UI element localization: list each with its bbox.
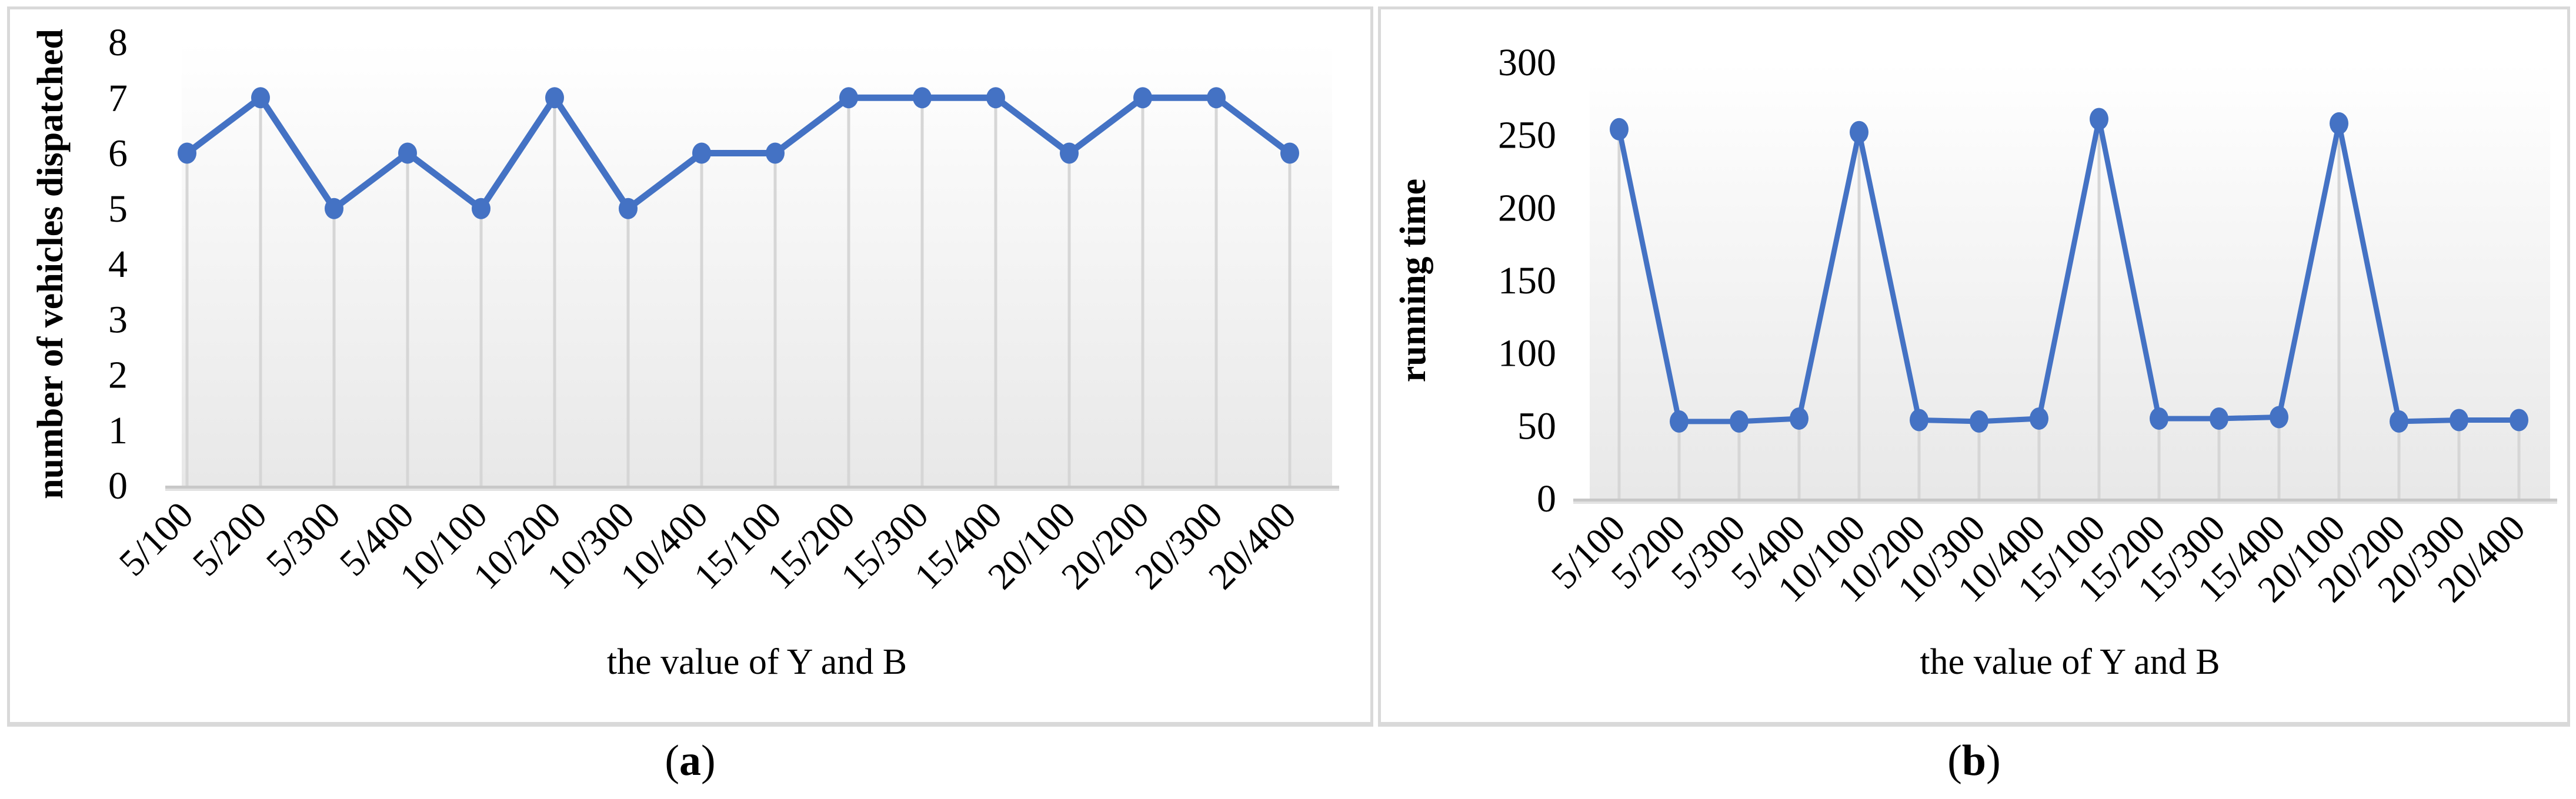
data-point-marker	[1730, 410, 1749, 433]
data-point-marker	[1280, 142, 1299, 164]
x-axis-title: the value of Y and B	[1920, 642, 2220, 682]
data-point-marker	[1790, 407, 1808, 430]
data-series-line	[185, 94, 1292, 212]
data-point-marker	[839, 87, 858, 109]
data-series-line	[1616, 116, 2519, 424]
markers-group	[1610, 108, 2528, 433]
y-tick-label: 7	[108, 76, 128, 119]
x-axis-line-shadow	[165, 489, 1339, 491]
data-point-marker	[2270, 406, 2288, 429]
data-point-marker	[766, 142, 785, 164]
x-tick-label: 5/200	[185, 494, 275, 584]
data-point-marker	[1133, 87, 1152, 109]
running-time-chart: 0 50 100 150 200 250 300 running time 5/1005/200…	[1393, 41, 2557, 682]
data-point-marker	[692, 142, 711, 164]
y-axis-title: number of vehicles dispatched	[31, 29, 71, 499]
panel-a: 0 1 2 3 4 5 6 7 8 number of vehicles dispatched 5/…	[7, 6, 1373, 727]
y-tick-label: 2	[108, 354, 128, 397]
y-tick-label: 200	[1498, 186, 1556, 229]
data-point-marker	[913, 87, 932, 109]
y-tick-label: 3	[108, 298, 128, 341]
x-axis-ticks: 5/1005/2005/3005/40010/10010/20010/30010…	[1543, 507, 2533, 610]
data-point-marker	[2090, 108, 2108, 131]
data-point-marker	[1207, 87, 1226, 109]
y-tick-label: 6	[108, 132, 128, 175]
caption-letter: b	[1961, 737, 1987, 785]
y-tick-label: 100	[1498, 332, 1556, 375]
y-tick-label: 0	[108, 464, 128, 507]
data-point-marker	[1670, 410, 1689, 433]
data-point-marker	[1610, 118, 1629, 141]
data-point-marker	[1970, 410, 1988, 433]
y-tick-label: 5	[108, 188, 128, 230]
plot-area	[1590, 62, 2550, 499]
caption-panel-a: (a)	[7, 736, 1373, 786]
data-point-marker	[2210, 407, 2228, 430]
gridlines-group	[1617, 119, 2521, 504]
data-point-marker	[2330, 112, 2348, 135]
caption-close-paren: )	[701, 737, 716, 785]
y-tick-label: 300	[1498, 41, 1556, 84]
y-tick-label: 8	[108, 21, 128, 64]
gridlines-group	[185, 98, 1292, 491]
data-point-marker	[325, 198, 343, 219]
data-point-marker	[2390, 410, 2408, 433]
panel-b: 0 50 100 150 200 250 300 running time 5/100 5/200…	[1378, 6, 2570, 727]
data-point-marker	[1850, 121, 1868, 143]
y-axis-title: running time	[1393, 179, 1433, 382]
data-point-marker	[2030, 407, 2048, 430]
y-tick-label: 4	[108, 243, 128, 286]
data-point-marker	[472, 198, 490, 219]
x-tick-label: 5/300	[258, 494, 348, 584]
data-point-marker	[2150, 407, 2168, 430]
caption-close-paren: )	[1986, 737, 2001, 785]
caption-open-paren: (	[665, 737, 679, 785]
markers-group	[178, 87, 1299, 219]
x-axis-ticks: 5/1005/2005/3005/40010/10010/20010/30010…	[111, 494, 1304, 597]
y-tick-label: 0	[1537, 477, 1556, 520]
data-point-marker	[1060, 142, 1079, 164]
y-tick-label: 50	[1517, 404, 1556, 447]
x-axis-title: the value of Y and B	[607, 642, 907, 682]
y-axis-ticks: 0 1 2 3 4 5 6 7 8	[108, 21, 128, 507]
data-point-marker	[2510, 409, 2528, 432]
caption-open-paren: (	[1947, 737, 1962, 785]
y-tick-label: 150	[1498, 259, 1556, 302]
data-point-marker	[251, 87, 270, 109]
x-axis-line-shadow	[1573, 502, 2557, 504]
y-tick-label: 250	[1498, 114, 1556, 157]
data-point-marker	[398, 142, 417, 164]
data-point-marker	[178, 142, 196, 164]
plot-area	[182, 42, 1332, 486]
y-tick-label: 1	[108, 409, 128, 452]
data-point-marker	[545, 87, 564, 109]
x-axis-line	[1573, 499, 2557, 502]
data-point-marker	[1910, 409, 1928, 432]
caption-panel-b: (b)	[1378, 736, 2570, 786]
x-axis-line	[165, 486, 1339, 489]
y-axis-ticks: 0 50 100 150 200 250 300	[1498, 41, 1556, 520]
caption-letter: a	[679, 737, 701, 785]
data-point-marker	[619, 198, 638, 219]
data-point-marker	[986, 87, 1005, 109]
data-point-marker	[2450, 409, 2468, 432]
vehicles-dispatched-chart: 0 1 2 3 4 5 6 7 8 number of vehicles dispatched 5/…	[31, 21, 1339, 682]
